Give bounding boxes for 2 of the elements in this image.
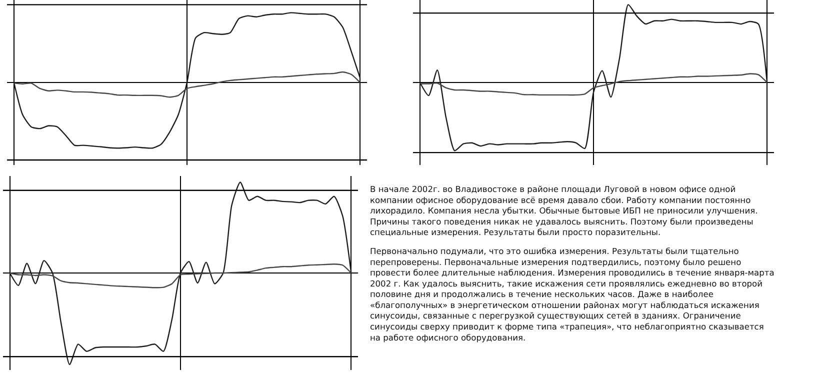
text: Первоначально подумали, что это ошибка измерения. Результаты были тщательно перепроверены. Первоначальные измерения подтвердились, поэтому было решено провести более длительные наблюдения. Измерения проводились в течение января-марта 2002 г. Как удалось выяснить, такие искажения сети проявлялись ежедневно во второй половине дня и продолжались в течение нескольких часов. Даже в наиболее «благополучных» в энергетическом отношении районах могут наблюдаться искажения синусоиды, связанные с перегрузкой существующих сетей в зданиях. Ограничение синусоиды сверху приводит к форме типа «трапеция», что неблагоприятно сказывается на работе офисного оборудования. xyxy=(370,246,774,342)
text: В начале 2002г. во Владивостоке в районе площади Луговой в новом офисе одной компании офисное оборудование всё время давало сбои. Работу компании постоянно лихорадило. Компания несла убытки. Обычные бытовые ИБП не приносили улучшения. Причины такого поведения никак не удавалось выяснить. Поэтому были произведены специальные измерения. Результаты были просто поразительны. xyxy=(370,184,758,238)
